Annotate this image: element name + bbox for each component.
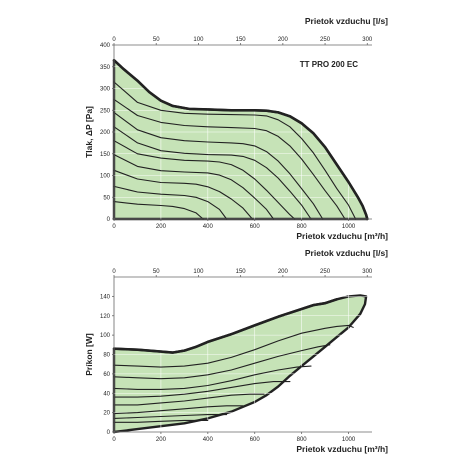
y-tick-label: 140 [100,294,111,300]
x2-tick-label: 200 [278,269,289,275]
fan-curve-2 [113,98,346,220]
fan-curve-6 [113,405,244,415]
fan-curve-8 [113,185,228,220]
y-tick-label: 50 [103,195,110,201]
y-tick-label: 250 [100,108,111,114]
x2-tick-label: 300 [362,269,373,275]
y-tick-label: 100 [100,174,111,180]
x2-tick-label: 100 [193,37,204,43]
x2-tick-label: 50 [153,269,160,275]
y-tick-label: 350 [100,65,111,71]
fan-curve-6 [113,154,275,220]
fan-curve-3 [113,111,324,220]
y-tick-label: 0 [107,217,111,223]
y-tick-label: 60 [103,372,110,378]
power-chart: 0 20 40 60 80 100 120 140 0 200 400 600 800 1000 0 50 10… [84,248,388,454]
x2-tick-label: 150 [236,269,247,275]
y-tick-label: 20 [103,411,110,417]
x-tick-label: 400 [203,224,214,230]
max-curve [112,298,339,354]
x-tick-label: 200 [156,437,167,443]
x2-tick-label: 0 [112,37,116,43]
y-tick-label: 0 [107,430,111,436]
x2-axis-label: Prietok vzduchu [l/s] [305,16,388,26]
x2-tick-label: 0 [112,269,116,275]
fan-curve-1 [113,324,354,368]
x2-tick-label: 250 [320,37,331,43]
y-tick-label: 150 [100,152,111,158]
fan-curve-2 [113,344,331,380]
x2-tick-label: 250 [320,269,331,275]
y-tick-label: 40 [103,391,110,397]
x-tick-label: 600 [250,437,261,443]
fan-curve-8 [113,419,209,423]
x2-tick-label: 300 [362,37,373,43]
x2-tick-label: 200 [278,37,289,43]
y-tick-label: 300 [100,87,111,93]
x2-tick-label: 150 [236,37,247,43]
y-tick-label: 80 [103,353,110,359]
y-axis-label: Tlak, ΔP [Pa] [84,106,94,158]
x-tick-label: 600 [250,224,261,230]
fan-curve-5 [113,393,265,406]
x-tick-label: 0 [112,224,116,230]
chart-title: TT PRO 200 EC [300,60,358,69]
fan-curve-4 [113,126,312,220]
y-tick-label: 120 [100,314,111,320]
fan-curve-1 [113,81,357,220]
y-tick-label: 100 [100,333,111,339]
x-tick-label: 400 [203,437,214,443]
operating-envelope [112,59,369,221]
x-tick-label: 1000 [342,437,356,443]
x-axis-label: Prietok vzduchu [m³/h] [296,231,388,241]
y-tick-label: 200 [100,130,111,136]
fan-curve-7 [113,414,228,419]
x2-tick-label: 50 [153,37,160,43]
fan-curve-4 [113,381,291,398]
fan-curve-3 [113,365,312,390]
x-tick-label: 200 [156,224,167,230]
x2-axis-label: Prietok vzduchu [l/s] [305,248,388,258]
x-tick-label: 800 [297,437,308,443]
fan-curve-7 [113,169,253,220]
x-tick-label: 0 [112,437,116,443]
x-tick-label: 800 [297,224,308,230]
x2-tick-label: 100 [193,269,204,275]
y-axis-label: Príkon [W] [84,333,94,376]
fan-curve-5 [113,140,296,220]
fan-curve-9 [113,201,204,220]
max-curve [112,58,369,221]
y-tick-label: 400 [100,43,111,49]
x-axis-label: Prietok vzduchu [m³/h] [296,444,388,454]
x-tick-label: 1000 [342,224,356,230]
